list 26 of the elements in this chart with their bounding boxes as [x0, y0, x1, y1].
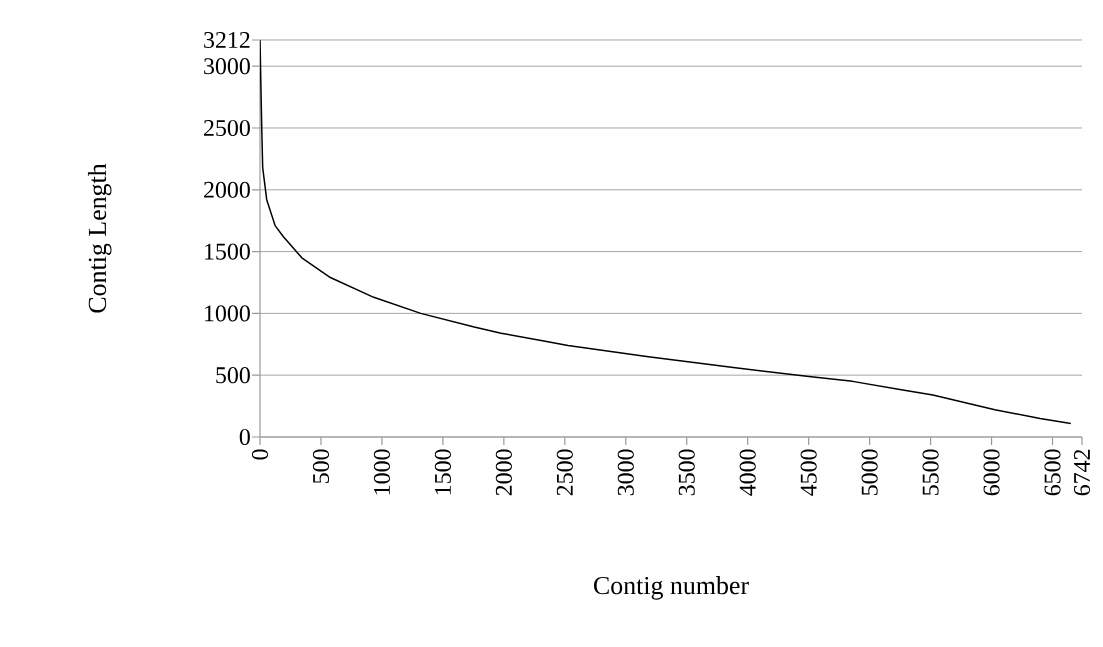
y-axis-title: Contig Length	[87, 163, 112, 313]
y-tick-label: 1500	[205, 243, 250, 260]
y-tick-label: 500	[216, 367, 250, 384]
y-tick-label: 1000	[205, 305, 250, 322]
x-tick-label: 500	[312, 449, 330, 483]
y-tick-label: 3212	[204, 31, 250, 49]
x-tick-label: 4000	[739, 449, 756, 496]
x-tick-label: 6742	[1073, 449, 1091, 496]
x-tick-label: 3500	[678, 449, 695, 496]
x-tick-label: 6000	[983, 449, 1000, 496]
line-series	[260, 39, 1072, 425]
y-tick-label: 3000	[204, 58, 250, 75]
y-tick-label: 2500	[204, 119, 250, 137]
x-tick-label: 1500	[434, 449, 451, 495]
x-axis-title: Contig number	[594, 576, 749, 600]
x-tick-label: 0	[251, 449, 269, 460]
y-tick-label: 2000	[204, 181, 250, 198]
x-tick-label: 2000	[495, 449, 512, 496]
x-tick-label: 1000	[373, 449, 390, 495]
x-tick-label: 3000	[617, 449, 634, 496]
x-tick-label: 5500	[922, 449, 939, 495]
y-tick-label: 0	[239, 428, 250, 446]
x-tick-label: 6500	[1044, 449, 1061, 496]
x-tick-label: 5000	[861, 449, 878, 495]
x-tick-label: 4500	[800, 449, 817, 496]
x-tick-label: 2500	[556, 449, 573, 496]
